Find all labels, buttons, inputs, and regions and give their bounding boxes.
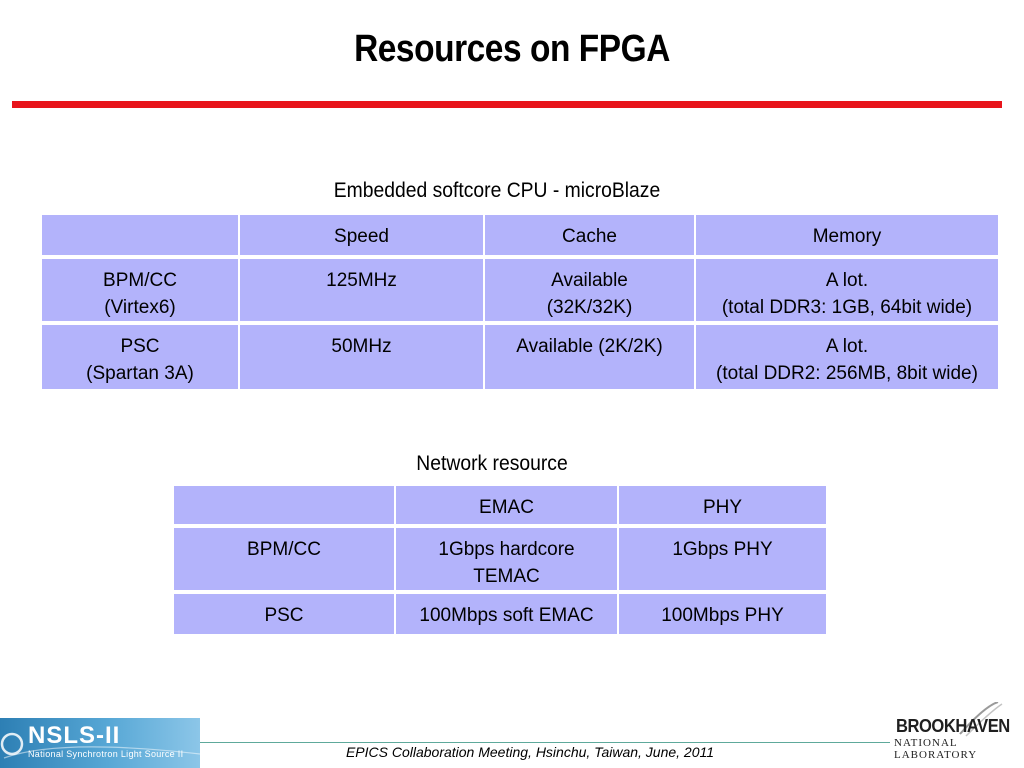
cell-text: Speed [334,226,389,247]
cell-text: 1Gbps hardcore [438,539,575,560]
table-header-row: Speed Cache Memory [42,215,998,259]
cell-text: TEMAC [473,566,540,587]
cell-text: 50MHz [331,336,392,357]
brookhaven-logo-name: BROOKHAVEN [896,716,1010,736]
table-cell: PSC [174,594,396,634]
cell-text: EMAC [479,497,534,518]
table-cell: Available (32K/32K) [485,259,696,325]
cell-text: (Virtex6) [104,297,176,318]
footer-rule [200,742,890,743]
header-cell: Cache [485,215,696,259]
brookhaven-logo: BROOKHAVEN NATIONAL LABORATORY [890,702,1024,768]
brookhaven-logo-subtitle: NATIONAL LABORATORY [894,737,978,761]
cell-text: Available (2K/2K) [516,336,663,357]
cell-text: Cache [562,226,617,247]
header-cell [174,486,396,528]
cell-text: (32K/32K) [546,297,633,318]
header-cell: PHY [619,486,826,528]
table-cell: 50MHz [240,325,485,389]
table-cell: PSC (Spartan 3A) [42,325,240,389]
table-cell: A lot. (total DDR2: 256MB, 8bit wide) [696,325,998,389]
table-cell: 1Gbps hardcore TEMAC [396,528,619,594]
title-underline [12,101,1002,108]
cpu-resources-table: Speed Cache Memory BPM/CC (Virtex6) 125MHz Ava… [42,215,998,389]
cell-text: BPM/CC [103,270,177,291]
table-header-row: EMAC PHY [174,486,826,528]
header-cell: EMAC [396,486,619,528]
table-cell: 125MHz [240,259,485,325]
nsls-ii-logo: NSLS-II National Synchrotron Light Sourc… [0,718,200,768]
cell-text: PSC [120,336,160,357]
header-cell [42,215,240,259]
cell-text: A lot. [825,270,869,291]
nsls-swoosh-icon [0,732,200,759]
cell-text: 100Mbps soft EMAC [419,605,594,626]
table-cell: 100Mbps soft EMAC [396,594,619,634]
footer-text: EPICS Collaboration Meeting, Hsinchu, Ta… [345,744,715,760]
cell-text: A lot. [825,336,869,357]
table-cell: BPM/CC (Virtex6) [42,259,240,325]
cpu-table-caption: Embedded softcore CPU - microBlaze [333,179,661,202]
table-cell: 100Mbps PHY [619,594,826,634]
cell-text: PHY [702,497,743,518]
cell-text [46,223,234,250]
table-row: PSC 100Mbps soft EMAC 100Mbps PHY [174,594,826,634]
nsls-logo-subtitle: National Synchrotron Light Source II [28,749,184,759]
table-cell: Available (2K/2K) [485,325,696,389]
cell-text: BPM/CC [247,539,321,560]
nsls-logo-name: NSLS-II [28,722,121,749]
cpu-table-body: Speed Cache Memory BPM/CC (Virtex6) 125MHz Ava… [42,215,998,389]
table-row: PSC (Spartan 3A) 50MHz Available (2K/2K) A l… [42,325,998,389]
cell-text: 100Mbps PHY [661,605,784,626]
brookhaven-swoosh-icon [959,702,1003,737]
slide-title: Resources on FPGA [354,28,670,70]
cell-text: 125MHz [326,270,397,291]
network-resources-table: EMAC PHY BPM/CC 1Gbps hardcore TEMAC 1Gbps PH… [174,486,826,634]
header-cell: Speed [240,215,485,259]
cell-text: Available [551,270,628,291]
table-row: BPM/CC (Virtex6) 125MHz Available (32K/32K) A… [42,259,998,325]
table-row: BPM/CC 1Gbps hardcore TEMAC 1Gbps PHY [174,528,826,594]
cell-text: PSC [264,605,304,626]
cell-text: (total DDR2: 256MB, 8bit wide) [716,363,978,384]
table-cell: 1Gbps PHY [619,528,826,594]
network-table-body: EMAC PHY BPM/CC 1Gbps hardcore TEMAC 1Gbps PH… [174,486,826,634]
cell-text [178,494,390,521]
cell-text: 1Gbps PHY [672,539,773,560]
network-table-caption: Network resource [416,452,568,475]
header-cell: Memory [696,215,998,259]
cell-text: (Spartan 3A) [86,363,194,384]
cell-text: (total DDR3: 1GB, 64bit wide) [721,297,973,318]
table-cell: BPM/CC [174,528,396,594]
cell-text: Memory [812,226,882,247]
table-cell: A lot. (total DDR3: 1GB, 64bit wide) [696,259,998,325]
